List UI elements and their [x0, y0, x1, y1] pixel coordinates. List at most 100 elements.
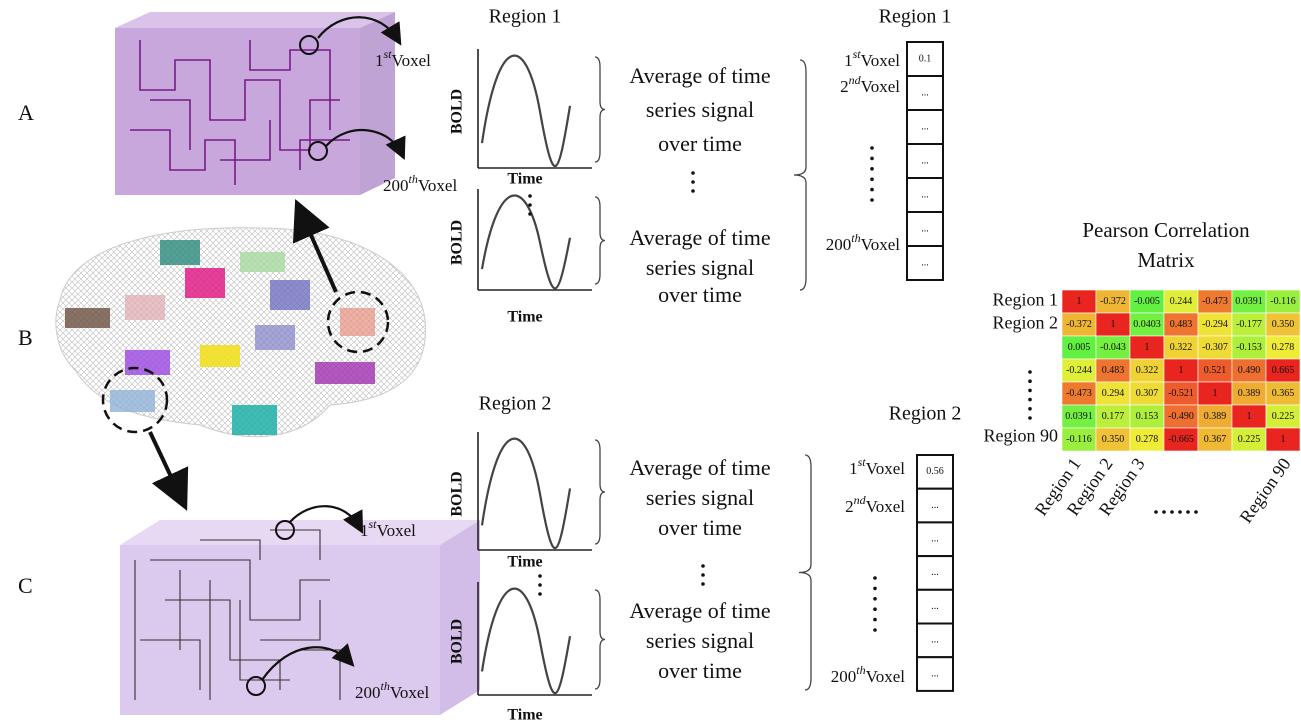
matrix-cell-text: -0.473: [1202, 296, 1228, 307]
vector-cell: [906, 41, 944, 77]
ordinal-number: 1: [844, 51, 853, 70]
matrix-cell-text: -0.521: [1168, 388, 1194, 399]
matrix-cell-text: -0.473: [1066, 388, 1092, 399]
ellipsis-dot: [870, 177, 874, 181]
matrix-cell-text: -0.372: [1066, 319, 1092, 330]
vector-cell-text: ...: [931, 567, 939, 578]
voxel-label: 200thVoxel: [383, 172, 457, 195]
y-axis-label: BOLD: [449, 619, 466, 664]
matrix-cell-text: 0.483: [1170, 319, 1193, 330]
matrix-cell-text: -0.116: [1270, 296, 1295, 307]
matrix-cell-text: 0.0403: [1133, 319, 1161, 330]
matrix-cell-text: 1: [1247, 411, 1252, 422]
ellipsis-dot: [1028, 416, 1032, 420]
vector-cell-text: ...: [921, 223, 929, 234]
voxel-word: Voxel: [377, 521, 417, 540]
panel-label: A: [18, 100, 34, 125]
x-axis-label: Time: [507, 707, 542, 724]
region-title: Region 2: [479, 393, 552, 415]
ordinal-suffix: st: [369, 517, 378, 531]
ellipsis-dot: [538, 583, 542, 587]
matrix-cell-text: -0.307: [1202, 342, 1228, 353]
ellipsis-dot: [1028, 388, 1032, 393]
brace: [594, 589, 606, 690]
vector-cell: [906, 245, 944, 281]
matrix-cell-text: 1: [1077, 296, 1082, 307]
voxel-cube-a: [115, 12, 406, 195]
matrix-cell-text: 0.153: [1136, 411, 1159, 422]
matrix-cell-text: -0.005: [1134, 296, 1160, 307]
vector-cell-text: ...: [931, 635, 939, 646]
matrix-title: Pearson Correlation: [1082, 218, 1250, 242]
row-label: Region 1: [993, 290, 1059, 310]
ordinal-suffix: st: [384, 47, 393, 61]
caption-line: Average of time: [629, 598, 770, 623]
matrix-cell-text: 0.005: [1068, 342, 1091, 353]
voxel-label: 1stVoxel: [375, 47, 431, 70]
vector-cell-text: ...: [921, 189, 929, 200]
matrix-cell-text: 1: [1145, 342, 1150, 353]
matrix-cell-text: 1: [1179, 365, 1184, 376]
y-axis-label: BOLD: [449, 471, 466, 516]
caption-line: over time: [658, 658, 742, 683]
matrix-cell-text: 0.490: [1238, 365, 1261, 376]
row-label: Region 90: [984, 426, 1059, 446]
ellipsis-dot: [870, 198, 874, 202]
voxel-word: Voxel: [866, 497, 906, 516]
voxel-word: Voxel: [418, 176, 458, 195]
ellipsis-dot: [1154, 510, 1158, 514]
x-axis-label: Time: [507, 554, 542, 571]
voxel-word: Voxel: [861, 235, 901, 254]
x-axis-label: Time: [507, 309, 542, 326]
brace: [594, 56, 606, 163]
matrix-cell-text: 0.350: [1272, 319, 1295, 330]
vector-cell-text: ...: [921, 87, 929, 98]
ordinal-number: 200: [826, 235, 852, 254]
voxel-word: Voxel: [861, 51, 901, 70]
vector-cell: [916, 588, 954, 625]
matrix-cell-text: 0.0391: [1235, 296, 1263, 307]
brain: [55, 199, 427, 511]
caption-line: over time: [658, 515, 742, 540]
y-axis-label: BOLD: [449, 89, 466, 134]
ellipsis-dot: [701, 564, 705, 568]
vector-cell: [906, 211, 944, 247]
ellipsis-dot: [1028, 379, 1032, 384]
voxel-label: 2ndVoxel: [845, 493, 905, 516]
ellipsis-dot: [1178, 510, 1182, 514]
vector-cell-text: ...: [931, 601, 939, 612]
x-axis-label: Time: [507, 171, 542, 188]
ellipsis-dot: [873, 628, 877, 632]
matrix-cell-text: 0.665: [1272, 365, 1295, 376]
ellipsis-dot: [873, 586, 877, 591]
matrix-cell-text: 0.225: [1238, 434, 1261, 445]
ordinal-suffix: nd: [854, 493, 867, 507]
matrix-cell-text: -0.177: [1236, 319, 1262, 330]
signal-curve: [480, 587, 572, 695]
ordinal-number: 2: [845, 497, 854, 516]
ordinal-suffix: th: [851, 231, 860, 245]
matrix-cell-text: 0.521: [1204, 365, 1227, 376]
ellipsis-dot: [870, 156, 874, 161]
voxel-word: Voxel: [392, 51, 432, 70]
caption-line: over time: [658, 282, 742, 307]
matrix-cell-text: 0.483: [1102, 365, 1125, 376]
brace: [793, 59, 807, 291]
ellipsis-dot: [870, 167, 874, 171]
vector-cell: [906, 75, 944, 111]
matrix-cell-text: 0.322: [1170, 342, 1193, 353]
ellipsis-dot: [873, 607, 877, 611]
matrix-cell-text: 0.322: [1136, 365, 1159, 376]
matrix-cell-text: 0.307: [1136, 388, 1159, 399]
matrix-cell-text: 0.225: [1272, 411, 1295, 422]
matrix-cell-text: 0.389: [1238, 388, 1261, 399]
matrix-cell-text: -0.372: [1100, 296, 1126, 307]
ellipsis-dot: [873, 617, 877, 622]
voxel-label: 200thVoxel: [355, 679, 429, 702]
matrix-cell-text: 0.389: [1204, 411, 1227, 422]
caption-line: series signal: [646, 255, 754, 280]
row-label: Region 2: [993, 313, 1059, 333]
vector-cell-text: ...: [921, 121, 929, 132]
matrix-cell-text: 1: [1111, 319, 1116, 330]
voxel-cube-c: [120, 505, 480, 715]
